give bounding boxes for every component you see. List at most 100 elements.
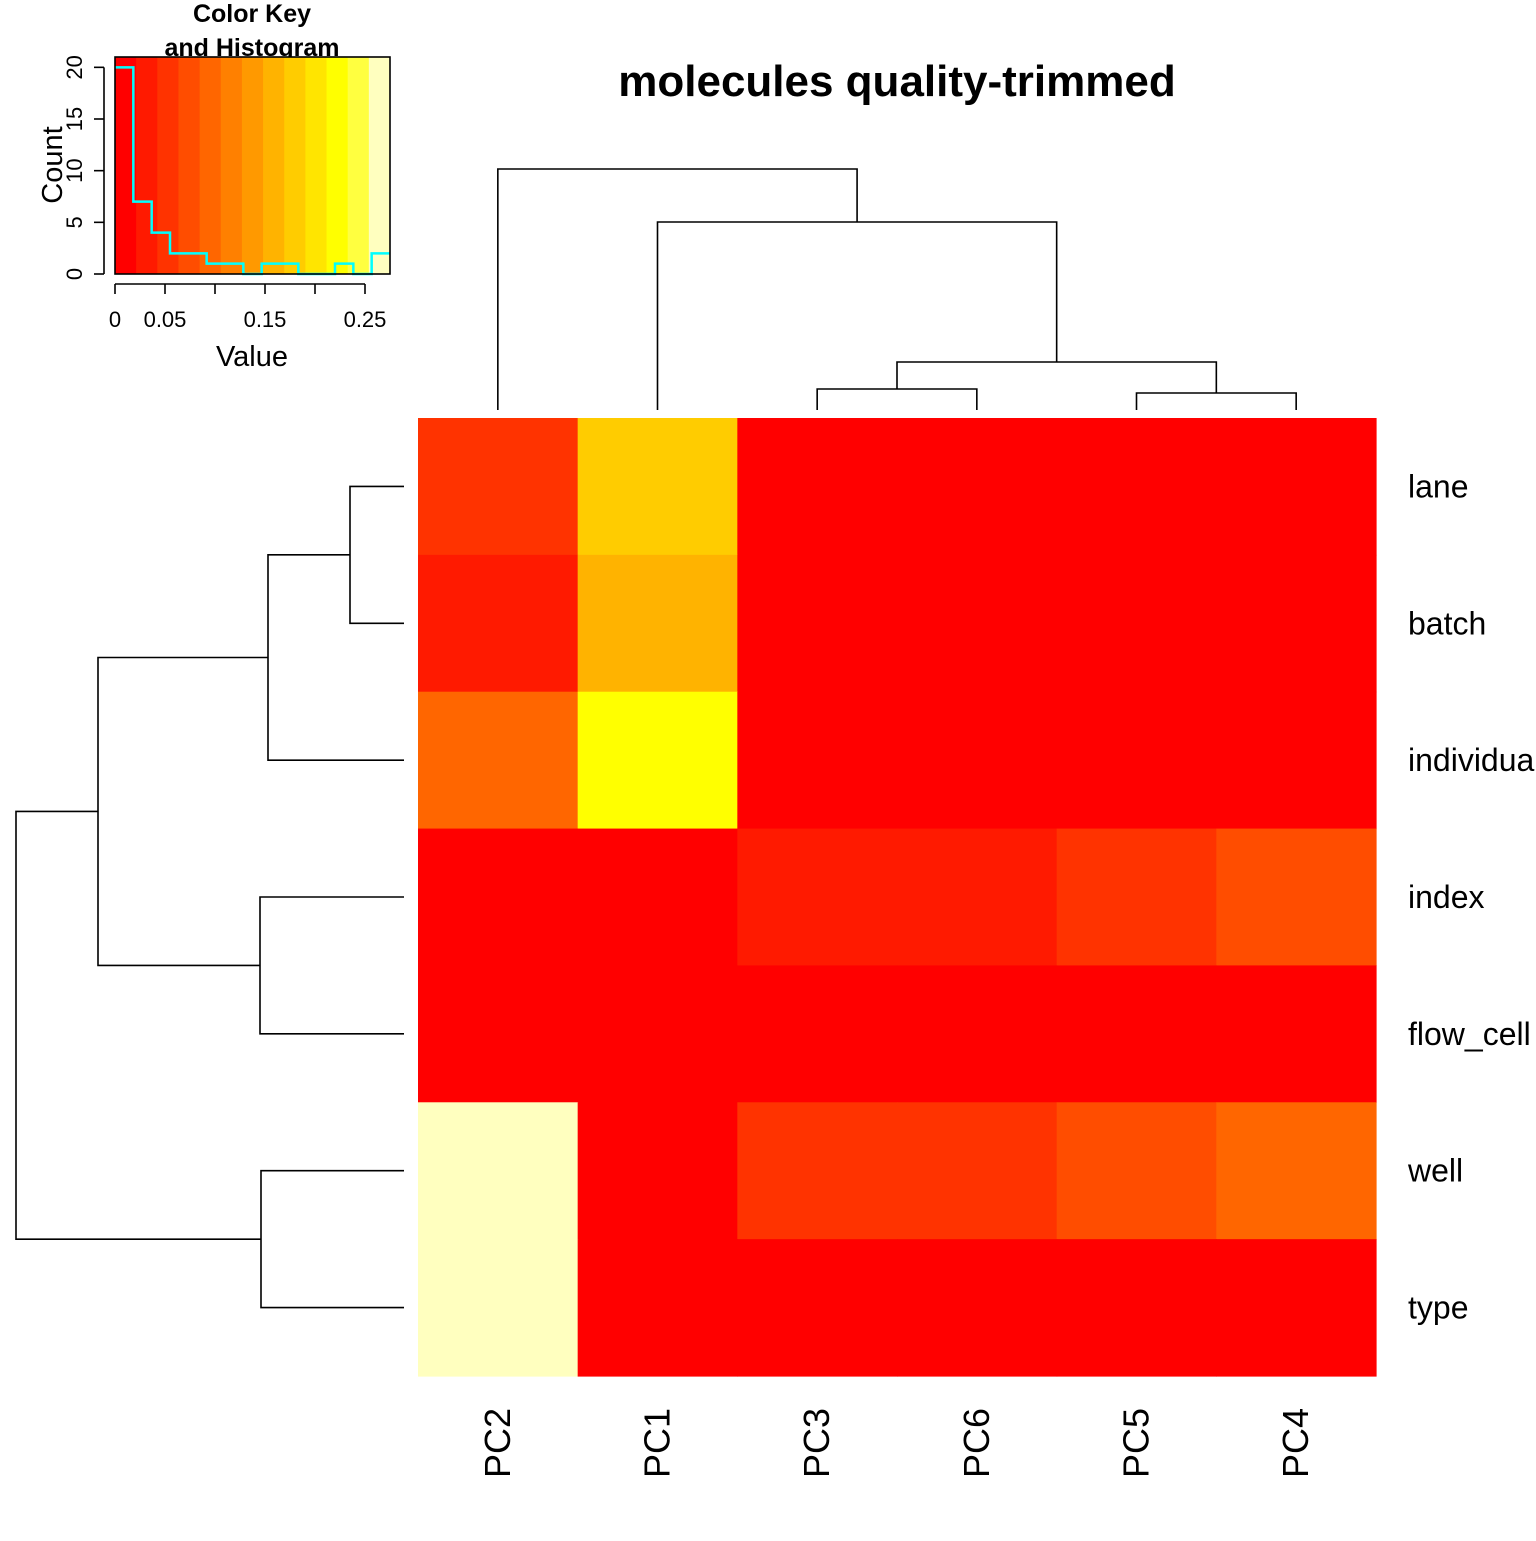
column-label-PC5: PC5 <box>1116 1408 1157 1478</box>
row-label-type: type <box>1408 1290 1468 1326</box>
row-dendro-link-well-type <box>260 1169 404 1309</box>
color-key-swatches <box>115 57 391 274</box>
heatmap-cell-individual-PC5 <box>1056 691 1217 830</box>
chart-title: molecules quality-trimmed <box>618 57 1175 106</box>
heatmap-cell-batch-PC6 <box>897 554 1058 693</box>
row-label-individual: individual <box>1408 742 1536 778</box>
color-key-swatch-5 <box>199 57 222 274</box>
column-label-PC2: PC2 <box>477 1408 518 1478</box>
heatmap-cell-flow_cell-PC5 <box>1056 965 1217 1103</box>
heatmap-cell-index-PC1 <box>577 828 738 967</box>
color-key-x-tick-label-3: 0.25 <box>344 307 387 332</box>
color-key-y-tick-label-0: 0 <box>62 268 87 280</box>
color-key-swatch-9 <box>284 57 306 274</box>
heatmap-cell-individual-PC4 <box>1216 691 1377 830</box>
heatmap-cell-individual-PC1 <box>577 691 738 830</box>
color-key-y-tick-label-2: 10 <box>62 158 87 182</box>
heatmap-cell-well-PC5 <box>1056 1102 1217 1240</box>
color-key: Color Key and Histogram 0 0.05 0.15 0.25 05… <box>37 0 391 373</box>
heatmap-cell-batch-PC4 <box>1216 554 1377 693</box>
row-label-flow_cell: flow_cell <box>1408 1016 1531 1052</box>
row-label-index: index <box>1408 879 1485 915</box>
row-dendro-link-upper <box>97 656 268 967</box>
heatmap-cell-index-PC3 <box>737 828 898 967</box>
heatmap-cell-flow_cell-PC1 <box>577 965 738 1103</box>
color-key-swatch-2 <box>136 57 158 274</box>
heatmap-cell-type-PC2 <box>418 1239 579 1377</box>
row-label-batch: batch <box>1408 605 1486 641</box>
heatmap-cell-individual-PC3 <box>737 691 898 830</box>
heatmap-cell-type-PC4 <box>1216 1239 1377 1377</box>
column-label-PC3: PC3 <box>796 1408 837 1478</box>
heatmap-cell-flow_cell-PC2 <box>418 965 579 1103</box>
heatmap-cell-index-PC5 <box>1056 828 1217 967</box>
heatmap-cell-well-PC2 <box>418 1102 579 1240</box>
color-key-x-tick-label-1: 0.05 <box>144 307 187 332</box>
heatmap-cell-well-PC1 <box>577 1102 738 1240</box>
heatmap-cell-type-PC5 <box>1056 1239 1217 1377</box>
heatmap-cell-lane-PC1 <box>577 418 738 556</box>
color-key-swatch-13 <box>368 57 391 274</box>
color-key-swatch-10 <box>305 57 328 274</box>
color-key-swatch-6 <box>220 57 243 274</box>
color-key-xlabel: Value <box>216 341 288 373</box>
heatmap-cell-type-PC1 <box>577 1239 738 1377</box>
color-key-y-tick-label-3: 15 <box>62 107 87 131</box>
heatmap-cell-batch-PC1 <box>577 554 738 693</box>
col-dendro-link-pc1-group <box>656 221 1058 410</box>
column-label-PC1: PC1 <box>637 1408 678 1478</box>
color-key-frame <box>114 56 391 275</box>
heatmap-cell-well-PC3 <box>737 1102 898 1240</box>
color-key-swatch-12 <box>347 57 370 274</box>
heatmap-cell-lane-PC3 <box>737 418 898 556</box>
heatmap-cell-lane-PC6 <box>897 418 1058 556</box>
col-dendro-link-pc5-pc4 <box>1135 392 1297 410</box>
color-key-x-axis: 0 0.05 0.15 0.25 <box>109 283 387 332</box>
color-key-swatch-8 <box>263 57 285 274</box>
color-key-y-tick-label-1: 5 <box>62 216 87 228</box>
column-dendrogram <box>497 168 1297 410</box>
column-label-PC4: PC4 <box>1275 1408 1316 1478</box>
heatmap-cell-type-PC3 <box>737 1239 898 1377</box>
heatmap-cell-well-PC6 <box>897 1102 1058 1240</box>
heatmap-cell-lane-PC4 <box>1216 418 1377 556</box>
color-key-swatch-11 <box>326 57 349 274</box>
row-dendrogram <box>15 485 404 1309</box>
column-labels: PC2 PC1 PC3 PC6 PC5 PC4 <box>477 1408 1316 1478</box>
color-key-y-tick-label-4: 20 <box>62 55 87 79</box>
col-dendro-link-pc3-pc6 <box>816 388 978 410</box>
color-key-y-axis: 0 5 10 15 20 <box>62 55 105 280</box>
heatmap-cell-flow_cell-PC3 <box>737 965 898 1103</box>
heatmap-cell-type-PC6 <box>897 1239 1058 1377</box>
heatmap-cell-batch-PC2 <box>418 554 579 693</box>
row-dendro-link-lane-batch <box>349 485 404 625</box>
heatmap-cell-index-PC4 <box>1216 828 1377 967</box>
heatmap-cell-individual-PC2 <box>418 691 579 830</box>
heatmap-cell-batch-PC5 <box>1056 554 1217 693</box>
color-key-swatch-4 <box>178 57 201 274</box>
heatmap-cells <box>418 418 1377 1377</box>
color-key-x-tick-label-0: 0 <box>109 307 121 332</box>
heatmap-cell-flow_cell-PC6 <box>897 965 1058 1103</box>
heatmap-cell-flow_cell-PC4 <box>1216 965 1377 1103</box>
color-key-swatch-3 <box>157 57 179 274</box>
row-dendro-link-root <box>15 810 261 1240</box>
heatmap-cell-lane-PC5 <box>1056 418 1217 556</box>
heatmap-cell-index-PC2 <box>418 828 579 967</box>
heatmap-cell-index-PC6 <box>897 828 1058 967</box>
color-key-swatch-7 <box>241 57 264 274</box>
row-dendro-link-index-flowcell <box>259 896 404 1035</box>
row-label-lane: lane <box>1408 468 1469 504</box>
row-dendro-link-individual <box>267 554 404 761</box>
heatmap-cell-well-PC4 <box>1216 1102 1377 1240</box>
color-key-swatch-1 <box>115 57 137 274</box>
heatmap-cell-individual-PC6 <box>897 691 1058 830</box>
heatmap-cell-lane-PC2 <box>418 418 579 556</box>
column-label-PC6: PC6 <box>956 1408 997 1478</box>
heatmap-cell-batch-PC3 <box>737 554 898 693</box>
color-key-x-tick-label-2: 0.15 <box>244 307 287 332</box>
col-dendro-link-root <box>497 168 858 410</box>
